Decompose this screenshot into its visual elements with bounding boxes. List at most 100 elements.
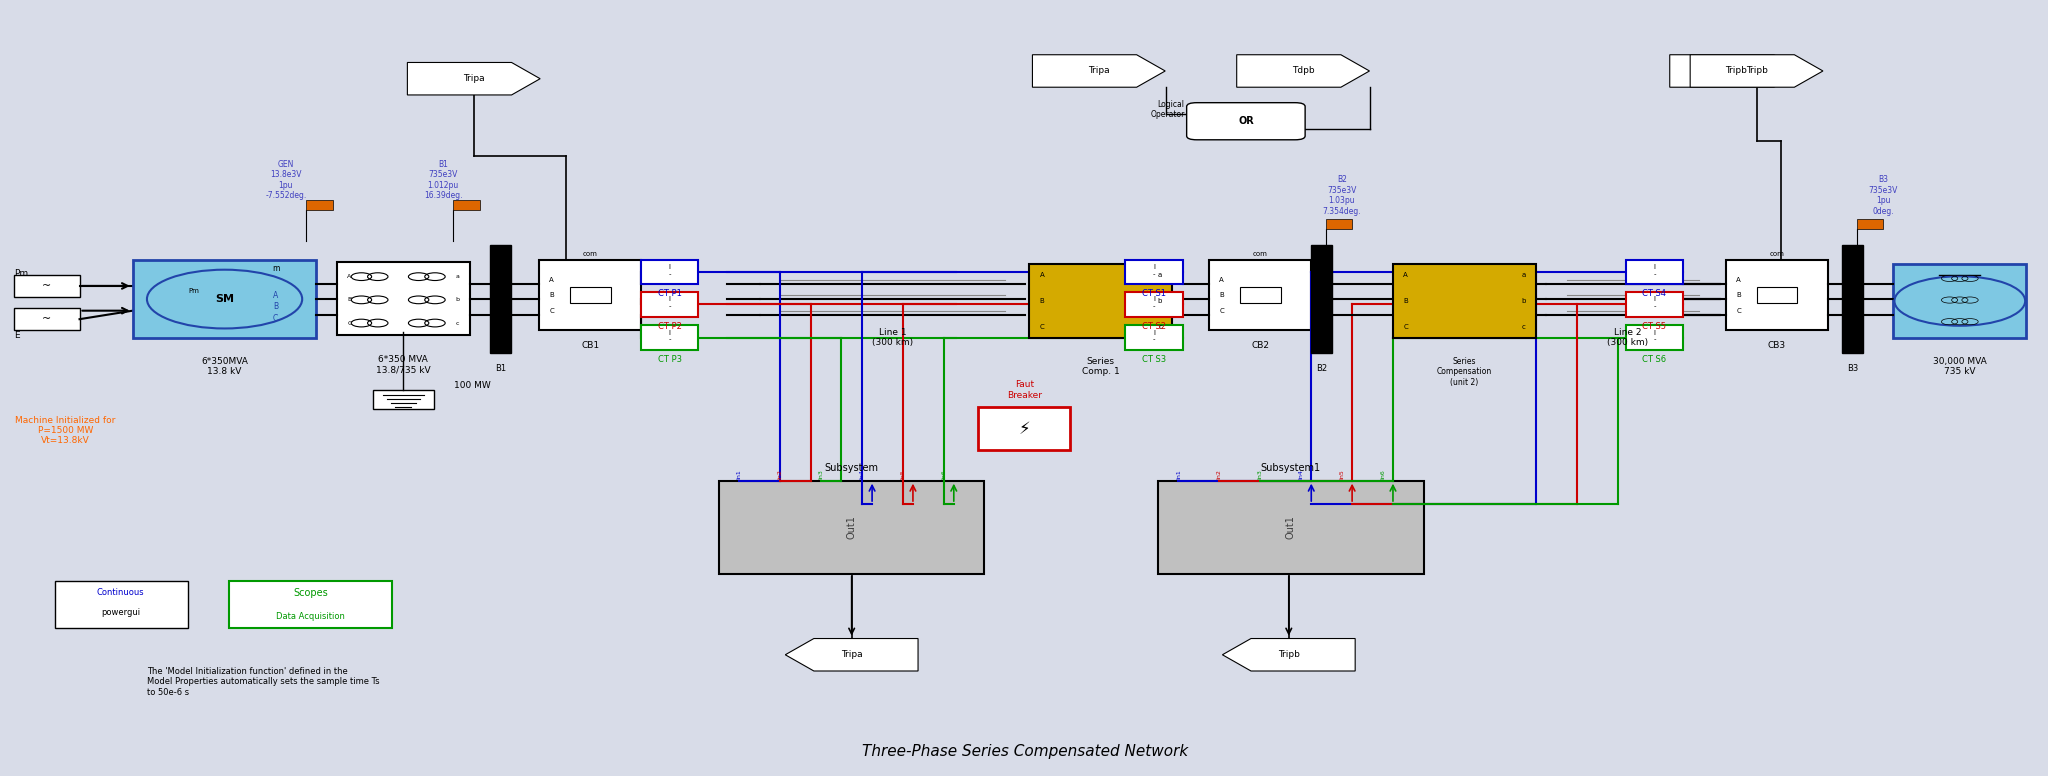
Polygon shape: [1690, 55, 1823, 87]
Text: 100 MW: 100 MW: [455, 381, 492, 390]
Text: CB3: CB3: [1767, 341, 1786, 350]
Polygon shape: [1669, 55, 1802, 87]
Text: CT P2: CT P2: [657, 321, 682, 331]
FancyBboxPatch shape: [1393, 265, 1536, 338]
Text: I
-: I -: [668, 264, 672, 277]
Text: ~: ~: [43, 281, 51, 291]
Text: Scopes: Scopes: [293, 588, 328, 598]
Text: C: C: [272, 314, 279, 323]
FancyBboxPatch shape: [1325, 220, 1352, 230]
FancyBboxPatch shape: [453, 200, 479, 210]
FancyBboxPatch shape: [1858, 220, 1884, 230]
Text: Line 1
(300 km): Line 1 (300 km): [872, 328, 913, 348]
Text: Series
Compensation
(unit 2): Series Compensation (unit 2): [1438, 357, 1493, 387]
Text: c: c: [457, 320, 459, 326]
Text: A: A: [272, 291, 279, 300]
FancyBboxPatch shape: [979, 407, 1071, 450]
Text: ⚡: ⚡: [1018, 420, 1030, 438]
Text: The 'Model Initialization function' defined in the
Model Properties automaticall: The 'Model Initialization function' defi…: [147, 667, 379, 697]
Text: CT S2: CT S2: [1143, 321, 1165, 331]
Text: C: C: [1403, 324, 1407, 330]
Text: Series
Comp. 1: Series Comp. 1: [1081, 357, 1120, 376]
Text: In4: In4: [860, 469, 864, 480]
Text: I
-: I -: [1653, 264, 1655, 277]
Text: CT P1: CT P1: [657, 289, 682, 298]
FancyBboxPatch shape: [1124, 260, 1182, 284]
FancyBboxPatch shape: [1157, 481, 1423, 573]
Text: b: b: [455, 297, 459, 303]
Text: a: a: [455, 274, 459, 279]
Text: Tripb: Tripb: [1745, 67, 1767, 75]
Text: CT S1: CT S1: [1143, 289, 1165, 298]
Text: Continuous: Continuous: [96, 588, 143, 598]
Text: Tripb: Tripb: [1278, 650, 1300, 660]
Text: C: C: [1040, 324, 1044, 330]
Text: a: a: [1157, 272, 1161, 278]
Text: Logical
Operator: Logical Operator: [1151, 100, 1184, 120]
Text: C: C: [549, 307, 555, 314]
Text: A: A: [1219, 277, 1225, 282]
Text: Tripa: Tripa: [1087, 67, 1110, 75]
Text: I
-: I -: [1653, 296, 1655, 310]
FancyBboxPatch shape: [1208, 261, 1311, 330]
Text: B: B: [549, 293, 555, 298]
FancyBboxPatch shape: [489, 245, 510, 353]
Polygon shape: [784, 639, 918, 671]
Text: A: A: [549, 277, 555, 282]
FancyBboxPatch shape: [307, 200, 334, 210]
FancyBboxPatch shape: [1124, 292, 1182, 317]
Text: I
-: I -: [668, 330, 672, 343]
FancyBboxPatch shape: [133, 261, 317, 338]
Text: A: A: [346, 274, 352, 279]
Text: Out1: Out1: [1286, 515, 1296, 539]
Text: Pm: Pm: [14, 269, 29, 278]
Text: B: B: [272, 303, 279, 311]
Text: I
-: I -: [1153, 330, 1155, 343]
Text: Subsystem1: Subsystem1: [1262, 463, 1321, 473]
FancyBboxPatch shape: [719, 481, 985, 573]
Text: CB2: CB2: [1251, 341, 1270, 350]
Text: Subsystem: Subsystem: [825, 463, 879, 473]
Text: B2
735e3V
1.03pu
7.354deg.: B2 735e3V 1.03pu 7.354deg.: [1323, 175, 1362, 216]
FancyBboxPatch shape: [14, 275, 80, 296]
Text: In5: In5: [901, 469, 905, 480]
Polygon shape: [1237, 55, 1370, 87]
Text: In2: In2: [1217, 469, 1223, 480]
Text: In3: In3: [819, 469, 823, 480]
Text: Out1: Out1: [846, 515, 856, 539]
Text: Faut
Breaker: Faut Breaker: [1008, 380, 1042, 400]
Text: 30,000 MVA
735 kV: 30,000 MVA 735 kV: [1933, 357, 1987, 376]
Text: In3: In3: [1257, 469, 1264, 480]
Text: I
-: I -: [668, 296, 672, 310]
Text: I
-: I -: [1153, 264, 1155, 277]
Text: Machine Initialized for
P=1500 MW
Vt=13.8kV: Machine Initialized for P=1500 MW Vt=13.…: [14, 416, 115, 445]
Text: B: B: [1737, 293, 1741, 298]
FancyBboxPatch shape: [1124, 325, 1182, 350]
FancyBboxPatch shape: [1186, 102, 1305, 140]
Text: CT S6: CT S6: [1642, 355, 1667, 364]
Text: GEN
13.8e3V
1pu
-7.552deg.: GEN 13.8e3V 1pu -7.552deg.: [266, 160, 307, 200]
Text: I
-: I -: [1153, 296, 1155, 310]
Text: 6*350 MVA
13.8/735 kV: 6*350 MVA 13.8/735 kV: [377, 355, 430, 374]
Text: B1: B1: [496, 364, 506, 373]
Text: I
-: I -: [1653, 330, 1655, 343]
Text: E: E: [14, 331, 20, 340]
Text: b: b: [1157, 298, 1161, 304]
Text: B3: B3: [1847, 364, 1858, 373]
FancyBboxPatch shape: [539, 261, 641, 330]
FancyBboxPatch shape: [338, 262, 469, 335]
Text: 6*350MVA
13.8 kV: 6*350MVA 13.8 kV: [201, 357, 248, 376]
FancyBboxPatch shape: [1311, 245, 1331, 353]
Text: Tripa: Tripa: [842, 650, 862, 660]
Text: In2: In2: [778, 469, 782, 480]
Text: B3
735e3V
1pu
0deg.: B3 735e3V 1pu 0deg.: [1868, 175, 1898, 216]
Text: A: A: [1737, 277, 1741, 282]
FancyBboxPatch shape: [1626, 260, 1683, 284]
FancyBboxPatch shape: [14, 308, 80, 330]
Circle shape: [1894, 276, 2025, 326]
Text: CT S3: CT S3: [1143, 355, 1165, 364]
Text: Tripb: Tripb: [1724, 67, 1747, 75]
Text: CT P3: CT P3: [657, 355, 682, 364]
FancyBboxPatch shape: [1030, 265, 1171, 338]
Polygon shape: [408, 63, 541, 95]
